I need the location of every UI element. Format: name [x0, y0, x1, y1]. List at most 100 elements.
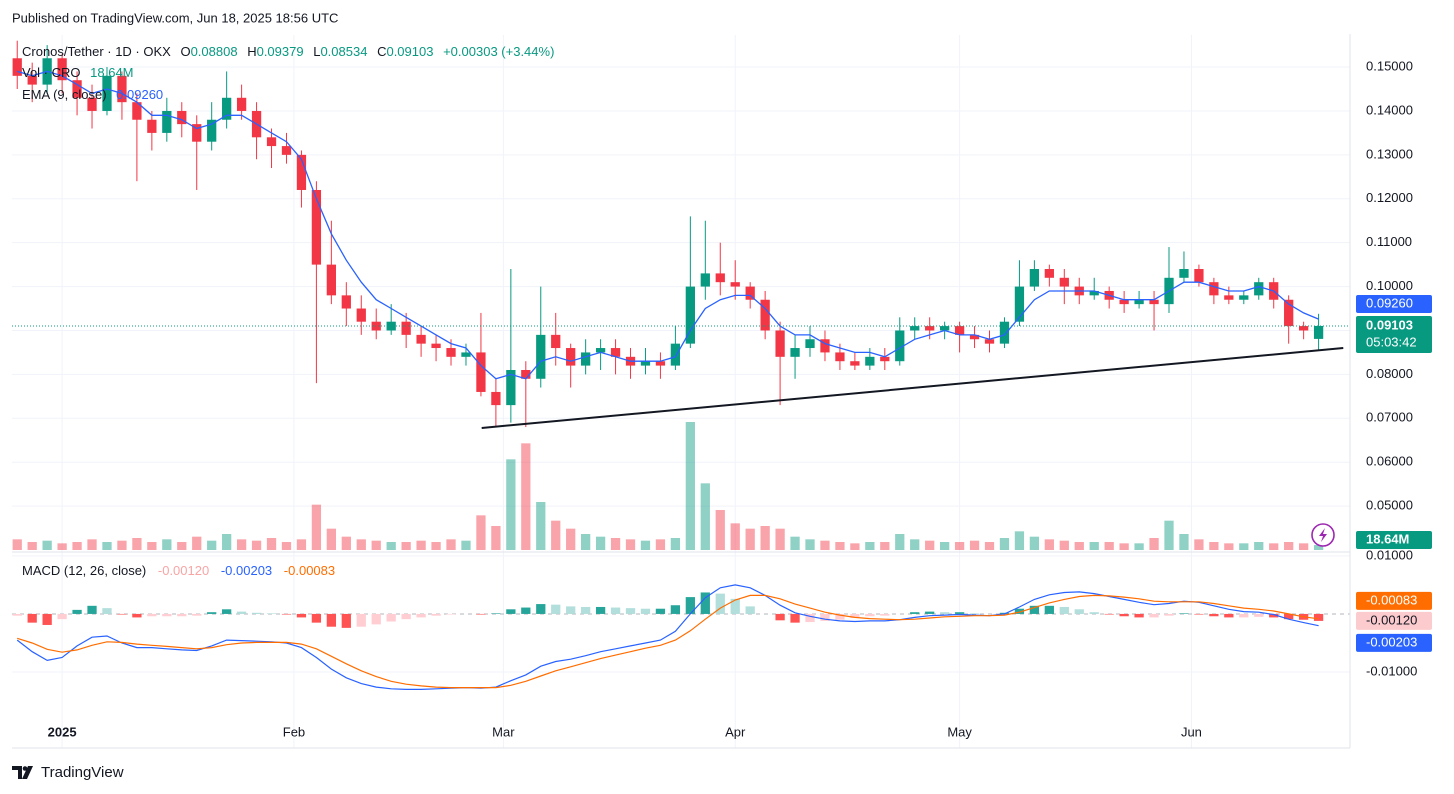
- macd-hist-bar: [610, 607, 621, 614]
- candle-body: [386, 321, 396, 331]
- macd-line-value: -0.00203: [221, 563, 272, 578]
- macd-hist-bar: [326, 613, 336, 627]
- macd-hist-bar: [939, 612, 950, 614]
- candle-body: [790, 348, 800, 357]
- volume-bar: [491, 526, 501, 550]
- volume-badge: [1356, 531, 1432, 549]
- brand-name: TradingView: [41, 764, 124, 781]
- volume-bar: [850, 543, 860, 550]
- macd-signal-value: -0.00083: [284, 563, 335, 578]
- macd-hist-bar: [1239, 613, 1249, 618]
- macd-hist-bar: [1104, 613, 1114, 615]
- macd-hist-bar: [446, 613, 456, 615]
- macd-hist-bar: [1179, 613, 1189, 614]
- volume-bar: [954, 542, 965, 550]
- candle-body: [925, 326, 935, 331]
- macd-hist-bar: [625, 608, 636, 614]
- y-tick-label: 0.12000: [1366, 190, 1413, 205]
- volume-bar: [266, 538, 277, 550]
- candle-body: [521, 369, 531, 379]
- macd-hist-bar: [401, 613, 411, 620]
- macd-hist-bar: [386, 613, 396, 622]
- candle-body: [1149, 299, 1159, 305]
- change-value: +0.00303 (+3.44%): [443, 44, 554, 59]
- volume-bar: [1194, 539, 1204, 550]
- volume-bar: [820, 540, 830, 550]
- macd-hist-bar: [820, 613, 830, 621]
- close-key: C: [377, 44, 386, 59]
- macd-hist-value: -0.00120: [158, 563, 209, 578]
- volume-bar: [521, 443, 531, 550]
- symbol-title: Cronos/Tether · 1D · OKX: [22, 44, 171, 59]
- ema-name: EMA (9, close): [22, 87, 107, 102]
- volume-bar: [1134, 543, 1144, 550]
- candle-body: [326, 264, 336, 296]
- y-tick-label: 0.13000: [1366, 146, 1413, 161]
- candle-body: [939, 326, 950, 331]
- volume-bar: [730, 523, 740, 550]
- macd-hist-bar: [192, 613, 202, 616]
- volume-bar: [1209, 542, 1219, 550]
- candle-body: [401, 321, 411, 335]
- candle-body: [236, 97, 247, 111]
- volume-bar: [610, 538, 621, 550]
- hist-badge: [1356, 611, 1432, 630]
- volume-bar: [296, 539, 307, 550]
- x-tick-label: Jun: [1181, 724, 1202, 739]
- close-value: 0.09103: [386, 44, 433, 59]
- y-tick-label: 0.06000: [1366, 454, 1413, 469]
- candle-body: [207, 119, 217, 142]
- candle-body: [536, 334, 546, 379]
- x-tick-label: Feb: [283, 724, 305, 739]
- macd-hist-bar: [566, 606, 576, 614]
- volume-bar: [311, 504, 322, 550]
- candle-body: [715, 273, 725, 283]
- macd-hist-bar: [132, 613, 142, 618]
- volume-bar: [12, 539, 22, 550]
- volume-bar: [655, 539, 666, 550]
- volume-badge-label: 18.64M: [1366, 531, 1409, 546]
- price-badge-label: 0.09103: [1366, 317, 1413, 332]
- macd-hist-bar: [925, 611, 935, 614]
- candle-body: [910, 326, 920, 331]
- candle-body: [72, 80, 82, 98]
- volume-bar: [1014, 531, 1025, 550]
- volume-bar: [1149, 538, 1159, 550]
- price-badge: [1356, 315, 1432, 353]
- macd-hist-bar: [581, 606, 591, 614]
- high-value: 0.09379: [257, 44, 304, 59]
- macd-hist-bar: [969, 613, 980, 614]
- trend-line: [481, 347, 1344, 429]
- volume-bar: [162, 539, 172, 550]
- volume-bar: [745, 528, 755, 550]
- candle-body: [1089, 290, 1099, 296]
- grid-layer: [12, 35, 1350, 748]
- volume-bar: [715, 510, 725, 550]
- candle-body: [102, 75, 112, 111]
- candle-body: [685, 286, 695, 344]
- candle-body: [895, 330, 905, 362]
- volume-bar: [222, 534, 232, 550]
- candle-body: [610, 348, 621, 357]
- candle-body: [296, 154, 307, 190]
- alert-icon-bolt[interactable]: [1319, 528, 1327, 542]
- volume-bar: [416, 540, 426, 550]
- candle-body: [1313, 325, 1324, 339]
- x-tick-label: 2025: [48, 724, 77, 739]
- macd-hist-bar: [1059, 606, 1069, 614]
- volume-bar: [476, 515, 486, 550]
- macd-hist-bar: [790, 613, 800, 623]
- published-note: Published on TradingView.com, Jun 18, 20…: [12, 10, 338, 25]
- volume-bar: [895, 534, 905, 550]
- macd-hist-bar: [865, 613, 875, 617]
- macd-hist-bar: [117, 613, 127, 615]
- candle-body: [1254, 282, 1264, 296]
- macd-hist-bar: [1194, 613, 1204, 615]
- volume-bar: [1298, 543, 1309, 550]
- macd-hist-bar: [236, 611, 247, 614]
- macd-badge-label: -0.00203: [1366, 634, 1417, 649]
- volume-bar: [1074, 542, 1084, 550]
- alert-icon[interactable]: [1311, 523, 1335, 547]
- volume-bar: [581, 534, 591, 550]
- y-tick-label: 0.10000: [1366, 278, 1413, 293]
